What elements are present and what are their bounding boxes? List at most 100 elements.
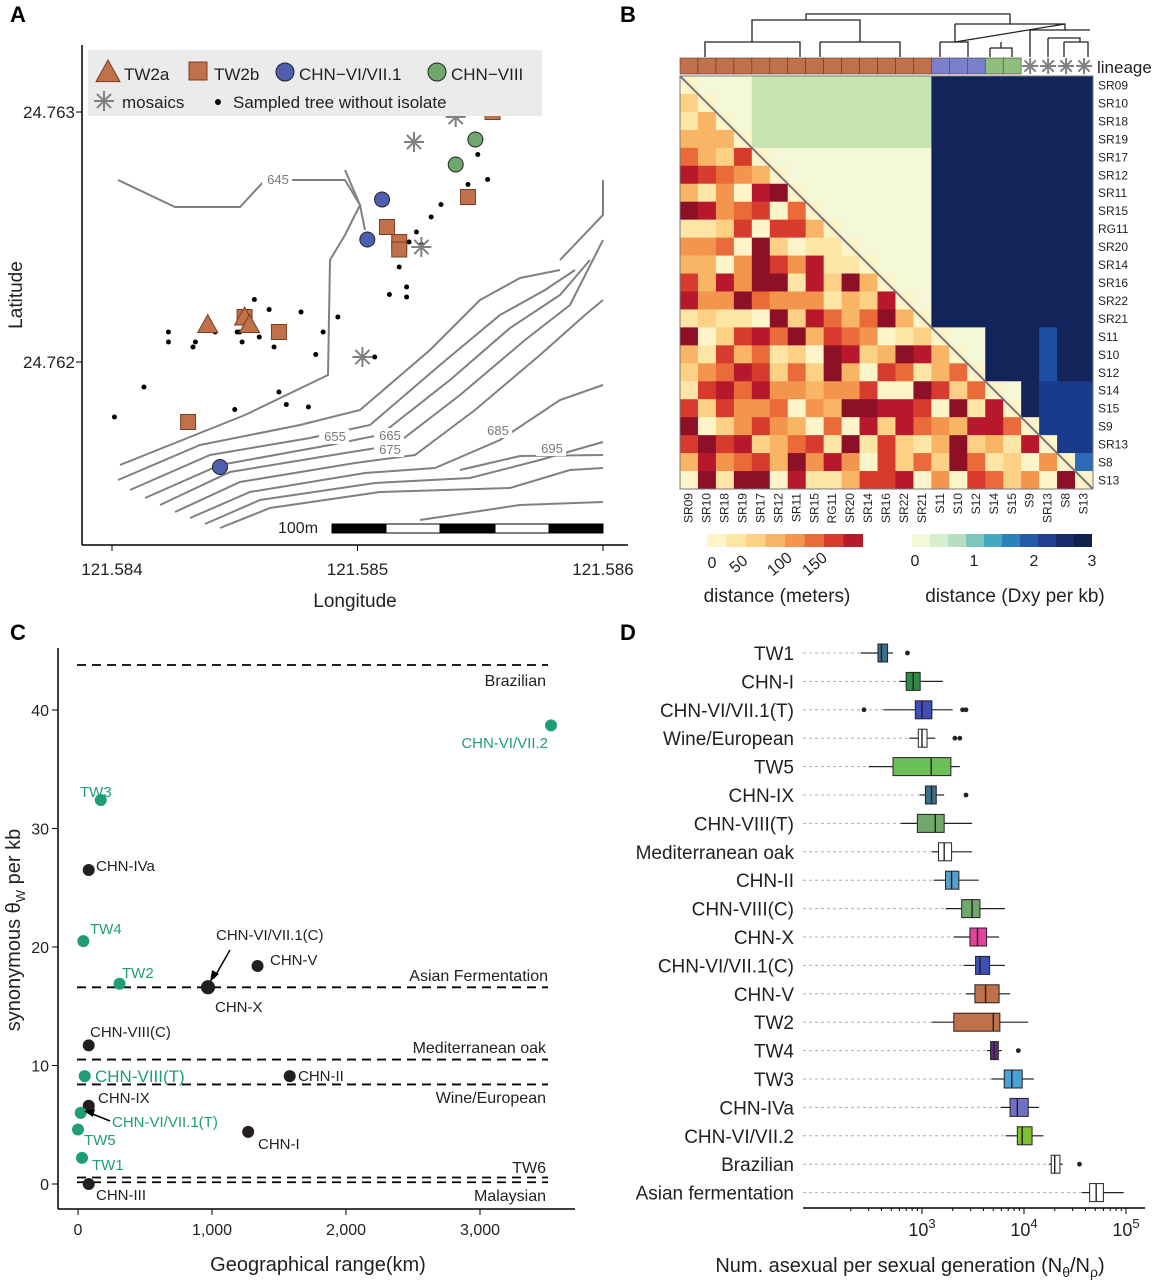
heatmap-cell: [895, 201, 914, 221]
heatmap-cell: [949, 255, 968, 274]
heatmap-cell: [751, 165, 771, 185]
heatmap-cell: [841, 255, 860, 274]
heatmap-cell: [751, 381, 771, 400]
taiwan-lineage-point: [113, 977, 126, 990]
sampled-tree-dot: [485, 177, 491, 182]
heatmap-cell: [769, 309, 789, 328]
heatmap-cell: [1075, 435, 1094, 454]
box-category-label: CHN-I: [741, 672, 794, 693]
box-outlier: [905, 650, 910, 656]
heatmap-cell: [680, 237, 699, 256]
heatmap-cell: [1021, 111, 1040, 131]
heatmap-cell: [949, 273, 968, 292]
heatmap-cell: [895, 435, 914, 454]
contour-line: [189, 384, 604, 519]
heatmap-cell: [985, 363, 1004, 382]
x-axis-title: Geographical range(km): [210, 1254, 426, 1276]
sampled-tree-dot: [141, 384, 147, 390]
heatmap-cell: [877, 201, 896, 221]
heatmap-cell: [859, 93, 878, 113]
heatmap-cell: [769, 453, 789, 472]
point-label: CHN-III: [96, 1187, 146, 1204]
heatmap-cell: [1021, 147, 1040, 167]
dxy-legend-swatch: [948, 534, 966, 547]
heatmap-cell: [733, 345, 753, 364]
heatmap-cell: [805, 399, 825, 418]
heatmap-cell: [680, 147, 699, 167]
heatmap-cell: [751, 399, 771, 418]
heatmap-cell: [787, 453, 807, 472]
box-outlier: [1077, 1161, 1082, 1167]
box-iqr: [969, 927, 988, 947]
heatmap-cell: [1021, 381, 1040, 400]
heatmap-cell: [769, 399, 789, 418]
dendrogram-branch: [1000, 29, 1090, 57]
heatmap-cell: [949, 453, 968, 472]
lineage-cell: [697, 57, 717, 75]
heatmap-cell: [841, 399, 860, 418]
point-label: CHN-I: [258, 1136, 300, 1153]
sampled-tree-dot: [372, 354, 378, 360]
heatmap-cell: [715, 417, 735, 436]
china-lineage-point: [82, 1039, 95, 1052]
heatmap-cell: [1021, 471, 1040, 490]
heatmap-cell: [1021, 327, 1040, 346]
heatmap-cell: [931, 183, 950, 203]
heatmap-cell: [769, 237, 789, 256]
scale-bar-segment: [494, 523, 550, 534]
heatmap-cell: [733, 111, 753, 131]
box-outlier: [957, 735, 963, 741]
heatmap-cell: [805, 76, 825, 95]
heatmap-cell: [823, 237, 843, 256]
heatmap-cell: [787, 435, 807, 454]
panel-letter-c: C: [10, 620, 26, 645]
y-tick-label: 30: [31, 822, 49, 839]
panel-letter-a: A: [10, 2, 26, 27]
box-category-label: Mediterranean oak: [636, 843, 795, 864]
heatmap-row-label: SR19: [1098, 132, 1128, 146]
heatmap-cell: [985, 165, 1004, 185]
y-axis-title-tail: per kb: [3, 829, 25, 890]
box-category-label: CHN-VIII(T): [694, 814, 794, 835]
heatmap-cell: [1021, 363, 1040, 382]
heatmap-col-label: S12: [969, 493, 983, 515]
heatmap-cell: [1057, 165, 1076, 185]
heatmap-col-label: SR21: [915, 493, 929, 523]
heatmap-cell: [1039, 147, 1058, 167]
legend-label: mosaics: [122, 93, 184, 112]
heatmap-cell: [680, 93, 699, 113]
tw2a-triangle-point: [196, 313, 219, 333]
dxy-legend-swatch: [1002, 534, 1020, 547]
chn-vi-circle-point: [212, 459, 229, 475]
heatmap-cell: [787, 417, 807, 436]
point-label: TW5: [84, 1132, 116, 1149]
heatmap-cell: [715, 453, 735, 472]
heatmap-cell: [859, 453, 878, 472]
heatmap-cell: [931, 435, 950, 454]
heatmap-cell: [1057, 237, 1076, 256]
box-outlier: [960, 707, 965, 713]
heatmap-cell: [733, 93, 753, 113]
meters-legend-swatch: [843, 534, 863, 547]
heatmap-cell: [715, 219, 735, 239]
heatmap-cell: [859, 183, 878, 203]
heatmap-cell: [1039, 129, 1058, 149]
heatmap-cell: [680, 399, 699, 418]
point-label: CHN-VI/VII.1(C): [216, 927, 324, 944]
heatmap-col-label: SR09: [682, 493, 696, 523]
heatmap-cell: [1039, 111, 1058, 131]
box-category-label: CHN-IVa: [719, 1098, 794, 1119]
heatmap-cell: [859, 165, 878, 185]
heatmap-cell: [913, 165, 932, 185]
heatmap-cell: [949, 183, 968, 203]
dxy-legend-swatch: [912, 534, 930, 547]
heatmap-cell: [841, 93, 860, 113]
heatmap-cell: [751, 183, 771, 203]
heatmap-cell: [805, 417, 825, 436]
heatmap-cell: [1021, 183, 1040, 203]
heatmap-cell: [895, 255, 914, 274]
point-label: CHN-VIII(C): [90, 1024, 171, 1041]
heatmap-cell: [1039, 291, 1058, 310]
heatmap-cell: [1075, 201, 1094, 221]
heatmap-cell: [680, 183, 699, 203]
